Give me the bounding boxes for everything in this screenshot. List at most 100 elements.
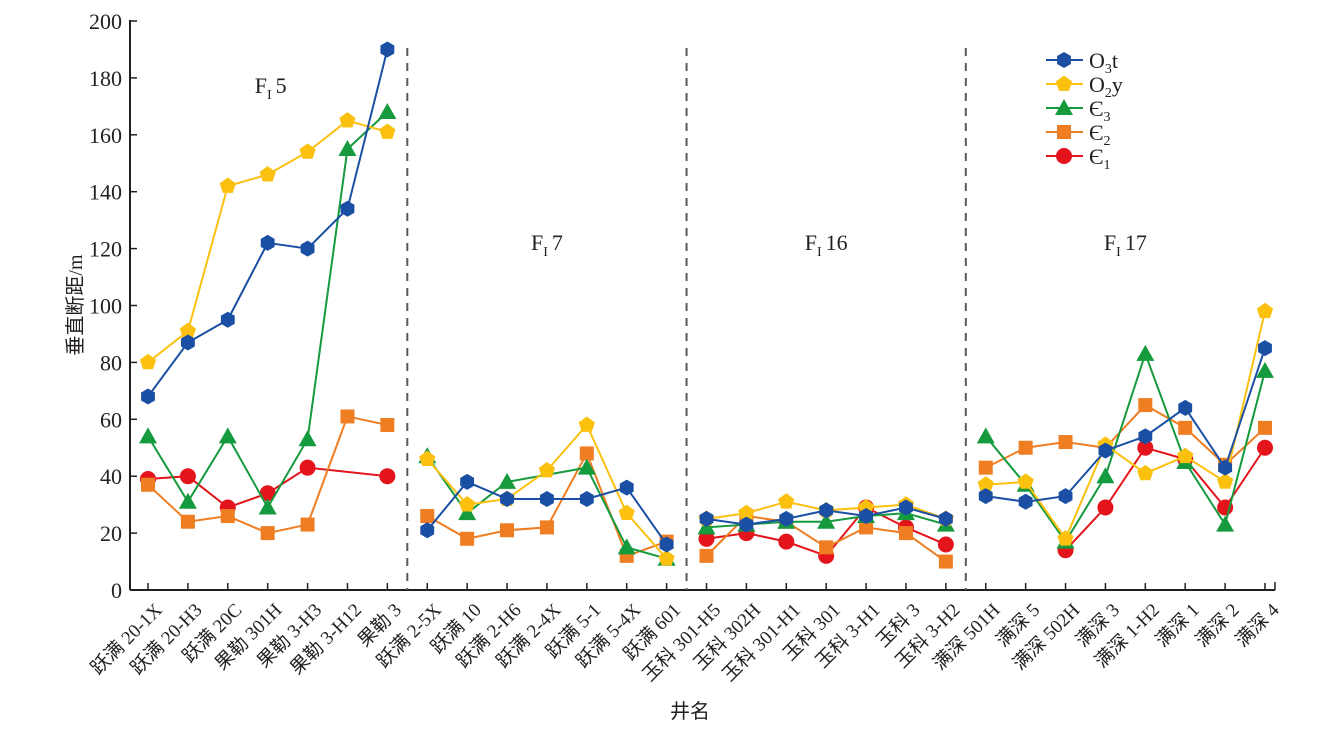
data-point (178, 492, 197, 509)
data-point (938, 554, 953, 569)
data-point (819, 540, 834, 555)
data-point (1178, 399, 1193, 416)
series-pentagon (139, 112, 1274, 566)
data-point (699, 510, 714, 527)
data-point (1178, 420, 1193, 435)
data-point (1217, 473, 1234, 489)
axes: 0 20 40 60 80 100 120 140 160 180 200 (89, 9, 1276, 603)
data-point (1137, 439, 1154, 456)
data-point (459, 496, 476, 512)
group-label: FI 16 (805, 230, 848, 260)
data-point (976, 427, 995, 444)
data-point (141, 388, 155, 405)
legend-item: Є1 (1046, 144, 1111, 173)
data-point (1138, 428, 1153, 445)
y-tick-label: 20 (100, 521, 122, 546)
legend-item: O2y (1046, 72, 1123, 101)
legend-marker-hexagon-icon (1057, 52, 1071, 68)
series-layer (139, 41, 1274, 569)
data-point (300, 240, 315, 257)
y-tick-label: 120 (89, 237, 122, 262)
y-tick-label: 60 (100, 407, 122, 432)
legend-item: O3t (1046, 48, 1118, 77)
data-point (1138, 398, 1153, 413)
legend-marker-circle-icon (1056, 148, 1072, 164)
legend-item: Є2 (1046, 120, 1111, 149)
data-point (937, 536, 954, 553)
legend-label: Є3 (1089, 96, 1111, 125)
legend-marker-square-icon (1057, 125, 1071, 139)
data-point (460, 531, 475, 546)
y-axis-title: 垂直断距/m (64, 254, 87, 356)
legend-label: O3t (1089, 48, 1118, 77)
data-point (139, 353, 157, 370)
data-point (819, 502, 834, 519)
data-point (1257, 439, 1273, 456)
group-dividers (406, 48, 967, 590)
legend-label: Є1 (1089, 144, 1111, 173)
data-point (1017, 473, 1034, 489)
data-point (340, 409, 355, 424)
y-tick-label: 80 (100, 350, 122, 375)
data-point (578, 416, 595, 432)
series-hexagon (141, 41, 1272, 553)
data-point (179, 322, 196, 338)
x-axis-title: 井名 (670, 700, 710, 723)
data-point (899, 499, 913, 516)
data-point (460, 473, 475, 490)
data-point (1058, 488, 1073, 505)
data-point (180, 334, 195, 351)
data-point (260, 234, 275, 251)
data-point (1058, 435, 1073, 450)
series-circle (140, 439, 1273, 564)
y-tick-label: 160 (89, 123, 122, 148)
data-point (500, 490, 514, 507)
y-tick-label: 0 (111, 578, 122, 603)
data-point (1098, 442, 1113, 459)
data-point (498, 472, 517, 489)
data-point (139, 427, 157, 444)
legend-marker-pentagon-icon (1055, 75, 1073, 91)
data-point (340, 200, 355, 217)
x-tick-label: 满深 1 (1151, 599, 1204, 652)
data-point (259, 166, 276, 182)
data-point (579, 490, 594, 507)
data-point (817, 512, 836, 529)
data-point (180, 514, 195, 529)
data-point (299, 143, 316, 159)
data-point (1216, 515, 1235, 532)
data-point (1218, 459, 1233, 476)
data-point (1018, 440, 1033, 455)
data-point (260, 526, 275, 541)
data-point (1137, 464, 1154, 481)
data-point (778, 533, 795, 550)
data-point (1256, 361, 1274, 378)
data-point (500, 523, 515, 538)
group-label: FI 5 (255, 73, 287, 103)
data-point (1057, 530, 1074, 546)
series-line (984, 350, 1266, 544)
data-point (1258, 420, 1272, 435)
data-point (659, 536, 674, 553)
data-point (1097, 499, 1114, 516)
data-point (339, 112, 356, 128)
data-point (379, 123, 396, 139)
data-point (380, 417, 395, 432)
legend-item: Є3 (1046, 96, 1111, 125)
data-point (977, 476, 994, 492)
data-point (1096, 467, 1115, 484)
data-point (259, 485, 276, 502)
data-point (458, 504, 477, 521)
legend-label: Є2 (1089, 120, 1111, 149)
x-tick-label: 满深 4 (1231, 599, 1284, 652)
data-point (699, 548, 714, 563)
data-point (577, 458, 596, 475)
data-point (220, 311, 235, 328)
y-tick-label: 100 (89, 294, 122, 319)
data-point (299, 459, 316, 476)
data-point (1177, 447, 1194, 464)
data-point (617, 538, 636, 555)
group-labels: FI 5 FI 7 FI 16 FI 17 (255, 73, 1147, 260)
